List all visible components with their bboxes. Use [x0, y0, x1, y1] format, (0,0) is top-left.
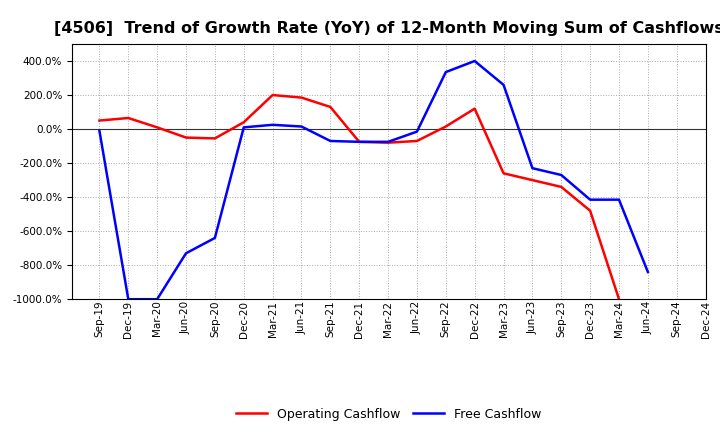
Free Cashflow — [240, 125, 248, 130]
Operating Cashflow — [124, 115, 132, 121]
Free Cashflow — [124, 297, 132, 302]
Operating Cashflow — [326, 104, 335, 110]
Operating Cashflow — [297, 95, 306, 100]
Free Cashflow — [470, 59, 479, 64]
Operating Cashflow — [413, 138, 421, 143]
Operating Cashflow — [269, 92, 277, 98]
Free Cashflow — [528, 165, 536, 171]
Title: [4506]  Trend of Growth Rate (YoY) of 12-Month Moving Sum of Cashflows: [4506] Trend of Growth Rate (YoY) of 12-… — [54, 21, 720, 36]
Operating Cashflow — [586, 208, 595, 213]
Free Cashflow — [297, 124, 306, 129]
Operating Cashflow — [95, 118, 104, 123]
Line: Operating Cashflow: Operating Cashflow — [99, 95, 619, 299]
Free Cashflow — [499, 82, 508, 88]
Operating Cashflow — [384, 140, 392, 145]
Free Cashflow — [326, 138, 335, 143]
Operating Cashflow — [615, 297, 624, 302]
Operating Cashflow — [557, 184, 566, 190]
Free Cashflow — [644, 269, 652, 275]
Free Cashflow — [441, 70, 450, 75]
Free Cashflow — [615, 197, 624, 202]
Operating Cashflow — [210, 136, 219, 141]
Operating Cashflow — [355, 139, 364, 144]
Operating Cashflow — [153, 125, 161, 130]
Free Cashflow — [557, 172, 566, 178]
Free Cashflow — [586, 197, 595, 202]
Operating Cashflow — [528, 177, 536, 183]
Free Cashflow — [384, 139, 392, 144]
Line: Free Cashflow: Free Cashflow — [99, 61, 648, 299]
Operating Cashflow — [470, 106, 479, 111]
Free Cashflow — [355, 139, 364, 144]
Free Cashflow — [210, 235, 219, 241]
Free Cashflow — [413, 129, 421, 134]
Free Cashflow — [153, 297, 161, 302]
Operating Cashflow — [181, 135, 190, 140]
Legend: Operating Cashflow, Free Cashflow: Operating Cashflow, Free Cashflow — [231, 403, 546, 425]
Free Cashflow — [95, 128, 104, 133]
Free Cashflow — [181, 251, 190, 256]
Operating Cashflow — [441, 124, 450, 129]
Operating Cashflow — [240, 120, 248, 125]
Free Cashflow — [269, 122, 277, 128]
Operating Cashflow — [499, 171, 508, 176]
